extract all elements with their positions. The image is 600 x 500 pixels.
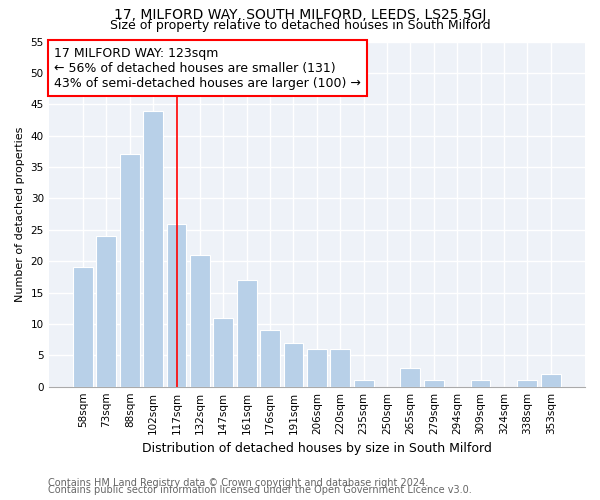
Bar (237, 280, 257, 386)
Bar (424, 380, 443, 386)
Text: Size of property relative to detached houses in South Milford: Size of property relative to detached ho… (110, 19, 490, 32)
Bar (353, 380, 374, 386)
Bar (470, 380, 490, 386)
Text: 17 MILFORD WAY: 123sqm
← 56% of detached houses are smaller (131)
43% of semi-de: 17 MILFORD WAY: 123sqm ← 56% of detached… (54, 46, 361, 90)
Bar (517, 380, 537, 386)
Bar (120, 154, 140, 386)
Bar (167, 224, 187, 386)
Bar (214, 318, 233, 386)
Y-axis label: Number of detached properties: Number of detached properties (15, 126, 25, 302)
Bar (284, 342, 304, 386)
X-axis label: Distribution of detached houses by size in South Milford: Distribution of detached houses by size … (142, 442, 492, 455)
Bar (330, 349, 350, 387)
Text: 17, MILFORD WAY, SOUTH MILFORD, LEEDS, LS25 5GJ: 17, MILFORD WAY, SOUTH MILFORD, LEEDS, L… (114, 8, 486, 22)
Bar (260, 330, 280, 386)
Bar (400, 368, 421, 386)
Bar (307, 349, 327, 387)
Bar (541, 374, 560, 386)
Bar (97, 236, 116, 386)
Bar (143, 110, 163, 386)
Bar (190, 255, 210, 386)
Text: Contains public sector information licensed under the Open Government Licence v3: Contains public sector information licen… (48, 485, 472, 495)
Text: Contains HM Land Registry data © Crown copyright and database right 2024.: Contains HM Land Registry data © Crown c… (48, 478, 428, 488)
Bar (73, 268, 93, 386)
